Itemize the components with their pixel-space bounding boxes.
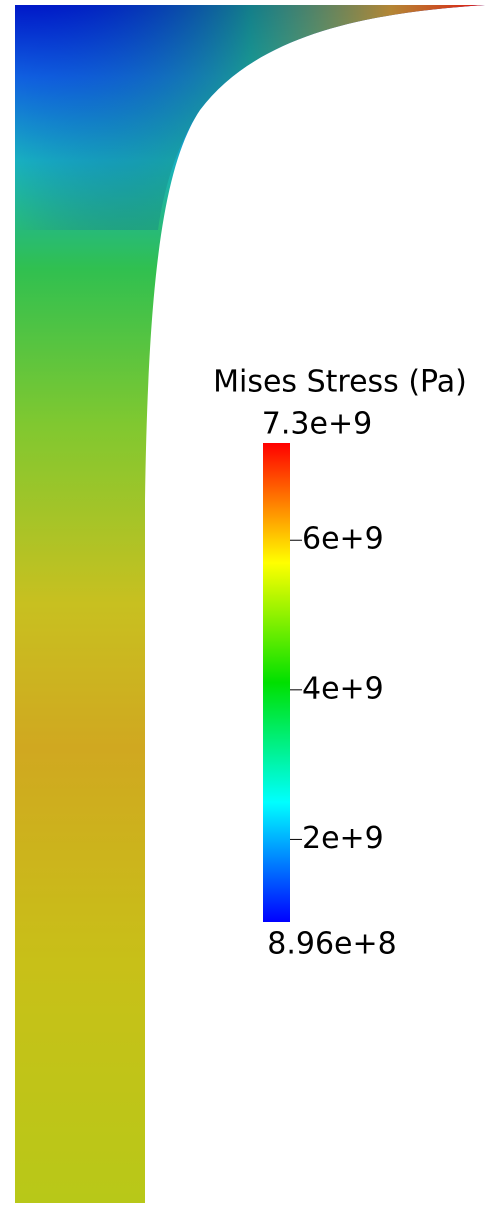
color-bar-axis: 7.3e+9 8.96e+8 2e+9 4e+9 6e+9 — [262, 407, 397, 962]
color-bar — [263, 443, 290, 922]
tick-label: 2e+9 — [302, 821, 384, 856]
tick-label: 4e+9 — [302, 671, 384, 706]
mesh-overlay — [15, 5, 485, 230]
mesh-body — [15, 5, 485, 1203]
legend-title: Mises Stress (Pa) — [213, 365, 467, 400]
range-min-label: 8.96e+8 — [267, 927, 396, 962]
tick-label: 6e+9 — [302, 522, 384, 557]
range-max-label: 7.3e+9 — [262, 407, 372, 442]
